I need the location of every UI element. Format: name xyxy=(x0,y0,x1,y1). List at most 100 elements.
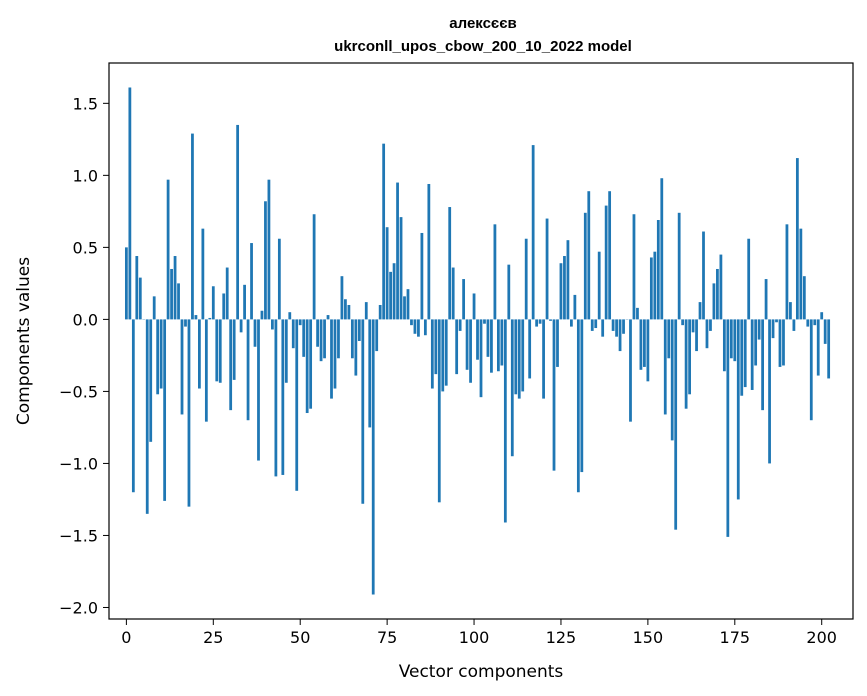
x-axis-ticks: 0 25 50 75 100 125 150 175 200 xyxy=(121,619,837,647)
bar xyxy=(458,319,462,331)
bar xyxy=(809,319,813,421)
x-tick-label: 150 xyxy=(633,628,664,647)
bar xyxy=(517,319,521,399)
bar xyxy=(729,319,733,359)
bar xyxy=(406,289,410,320)
bar xyxy=(187,319,191,507)
bar xyxy=(413,319,417,334)
bar xyxy=(587,191,591,320)
bar xyxy=(677,212,681,320)
bar xyxy=(740,319,744,396)
bar xyxy=(806,319,810,327)
bar xyxy=(802,276,806,320)
y-tick-label: 1.5 xyxy=(73,94,98,113)
bar xyxy=(490,319,493,373)
bar xyxy=(771,319,775,339)
bar xyxy=(743,319,747,388)
bar xyxy=(629,319,632,422)
bar xyxy=(455,319,459,375)
bar xyxy=(441,319,445,392)
bar xyxy=(663,319,667,415)
bar xyxy=(643,319,646,367)
bar xyxy=(566,240,570,320)
bar xyxy=(145,319,149,514)
bar xyxy=(316,319,319,347)
bar xyxy=(747,238,751,320)
bar xyxy=(225,267,229,320)
bar xyxy=(222,293,226,320)
bar xyxy=(177,283,180,320)
bar xyxy=(538,319,542,324)
bar xyxy=(757,319,761,340)
bar xyxy=(444,319,448,386)
bar xyxy=(507,264,511,320)
bar xyxy=(570,319,573,327)
bar xyxy=(674,319,678,530)
bar xyxy=(410,319,413,326)
bar xyxy=(295,319,299,491)
bar xyxy=(670,319,674,441)
bar xyxy=(357,319,361,341)
y-tick-label: −0.5 xyxy=(59,382,98,401)
bar xyxy=(448,207,452,320)
bar xyxy=(493,224,497,320)
bar xyxy=(681,319,685,326)
bar xyxy=(253,319,257,347)
bar xyxy=(813,319,817,326)
bar xyxy=(795,158,799,320)
bar xyxy=(656,220,660,320)
bar xyxy=(632,214,636,320)
plot-frame xyxy=(108,62,854,620)
bar xyxy=(152,296,156,320)
bar xyxy=(423,319,427,336)
bar xyxy=(378,304,382,320)
bar xyxy=(323,319,326,359)
bar xyxy=(417,319,420,337)
bar xyxy=(337,319,340,359)
y-axis-ticks: −2.0 −1.5 −1.0 −0.5 0.0 0.5 1.0 1.5 xyxy=(59,94,109,617)
bar xyxy=(698,302,702,320)
bar xyxy=(243,284,246,320)
bar xyxy=(434,319,438,375)
bar xyxy=(472,293,476,320)
bar xyxy=(705,319,709,349)
bar xyxy=(768,319,771,464)
y-tick-label: 1.0 xyxy=(73,166,98,185)
bar xyxy=(604,205,608,320)
bar xyxy=(761,319,764,411)
bar xyxy=(149,319,153,442)
bar xyxy=(827,319,831,379)
bar xyxy=(333,319,337,389)
chart-subtitle: ukrconll_upos_cbow_200_10_2022 model xyxy=(334,38,632,55)
bar xyxy=(218,319,222,383)
bar xyxy=(128,87,132,320)
bar xyxy=(552,319,556,471)
bar xyxy=(733,319,737,362)
bar xyxy=(636,307,639,320)
bar xyxy=(239,319,243,333)
bar xyxy=(583,212,587,320)
bar xyxy=(229,319,233,411)
bar xyxy=(288,312,292,320)
bar xyxy=(399,217,403,320)
bar xyxy=(135,256,139,320)
bar xyxy=(271,319,274,330)
bar xyxy=(785,224,789,320)
bar xyxy=(204,319,208,422)
bars-group xyxy=(124,87,831,595)
x-tick-label: 100 xyxy=(459,628,490,647)
bar xyxy=(476,319,479,360)
bar xyxy=(782,319,785,366)
bar xyxy=(816,319,820,376)
x-axis-label: Vector components xyxy=(399,662,564,682)
bar xyxy=(483,319,486,324)
bar xyxy=(371,319,375,595)
bar xyxy=(159,319,163,389)
bar xyxy=(420,232,424,320)
bar xyxy=(496,319,500,372)
bar xyxy=(170,268,173,320)
bar xyxy=(184,319,187,327)
bar xyxy=(465,319,469,370)
bar xyxy=(403,296,406,320)
